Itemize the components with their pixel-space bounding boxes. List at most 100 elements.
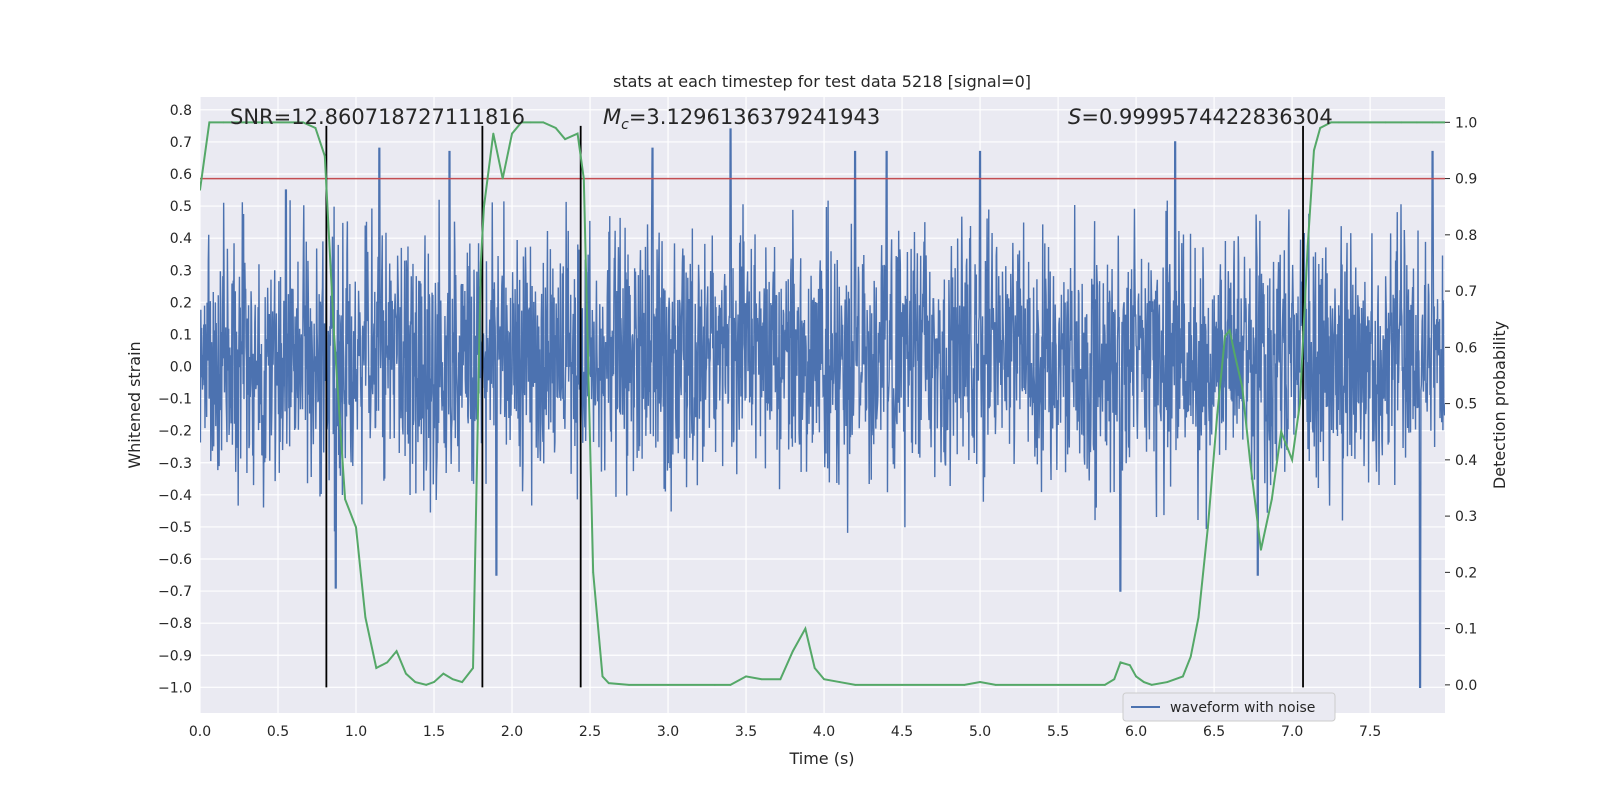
- probability-point: [375, 667, 378, 669]
- y-tick-label-left: −0.9: [158, 648, 192, 664]
- probability-point: [492, 132, 495, 135]
- probability-point: [1233, 352, 1236, 354]
- x-tick-label: 5.0: [969, 724, 991, 740]
- probability-point: [854, 683, 857, 686]
- probability-point: [791, 650, 794, 653]
- probability-point: [823, 678, 825, 681]
- y-tick-label-left: −0.1: [158, 392, 192, 408]
- probability-point: [1431, 121, 1434, 124]
- probability-point: [292, 121, 295, 124]
- probability-point: [479, 262, 482, 264]
- probability-point: [1189, 655, 1192, 658]
- probability-point: [1142, 681, 1145, 683]
- y-tick-label-left: 0.4: [170, 231, 192, 247]
- y-tick-label-right: 0.5: [1455, 397, 1477, 413]
- probability-point: [729, 683, 732, 686]
- probability-point: [760, 678, 763, 681]
- y-tick-label-left: 0.2: [170, 295, 192, 311]
- probability-point: [901, 683, 903, 686]
- probability-point: [1291, 458, 1294, 461]
- x-tick-label: 2.5: [579, 724, 601, 740]
- x-tick-label: 1.0: [345, 724, 367, 740]
- legend-box: [1122, 692, 1336, 722]
- probability-point: [1181, 675, 1184, 678]
- x-tick-label: 2.0: [501, 724, 523, 740]
- probability-point: [511, 132, 513, 135]
- y-tick-label-right: 0.0: [1455, 678, 1477, 694]
- waveform-series: [200, 128, 1445, 689]
- x-tick-label: 7.5: [1359, 724, 1381, 740]
- legend-label: waveform with noise: [1170, 700, 1315, 716]
- x-tick-label: 6.0: [1125, 724, 1147, 740]
- x-tick-label: 7.0: [1281, 724, 1303, 740]
- probability-point: [667, 683, 669, 686]
- probability-point: [779, 678, 782, 681]
- probability-point: [1216, 413, 1219, 416]
- s-symbol: S: [1068, 105, 1081, 129]
- probability-point: [713, 683, 716, 686]
- mc-value: =3.1296136379241943: [629, 105, 880, 129]
- y-tick-label-left: 0.6: [170, 167, 192, 183]
- mc-symbol: M: [603, 105, 621, 129]
- y-tick-label-left: −0.8: [158, 616, 192, 632]
- y-tick-label-right: 0.7: [1455, 284, 1477, 300]
- probability-point: [1103, 683, 1106, 686]
- probability-point: [405, 672, 407, 675]
- probability-point: [395, 650, 398, 653]
- probability-point: [1150, 683, 1153, 686]
- probability-point: [200, 188, 201, 191]
- y-axis-label-left: Whitened strain: [125, 341, 144, 468]
- probability-point: [269, 121, 272, 124]
- probability-point: [483, 205, 485, 208]
- probability-point: [1270, 498, 1273, 501]
- probability-point: [1113, 678, 1116, 681]
- probability-point: [1416, 121, 1418, 124]
- x-tick-label: 3.5: [735, 724, 757, 740]
- probability-point: [1119, 661, 1122, 664]
- probability-point: [1241, 385, 1244, 388]
- probability-point: [1228, 329, 1231, 332]
- probability-point: [433, 681, 435, 683]
- y-tick-label-left: −0.2: [158, 424, 192, 440]
- x-tick-label: 1.5: [423, 724, 445, 740]
- y-tick-label-right: 0.4: [1455, 453, 1477, 469]
- probability-point: [564, 138, 566, 141]
- y-tick-label-left: −0.6: [158, 552, 192, 568]
- probability-point: [364, 616, 367, 619]
- probability-point: [472, 667, 474, 669]
- probability-point: [838, 681, 841, 683]
- probability-point: [1128, 664, 1131, 667]
- y-tick-label-left: 0.3: [170, 263, 192, 279]
- probability-point: [1313, 149, 1315, 152]
- s-value: =0.9999574422836304: [1081, 105, 1332, 129]
- probability-point: [994, 683, 997, 686]
- probability-point: [963, 683, 966, 686]
- probability-point: [554, 127, 557, 129]
- y-tick-label-left: 0.0: [170, 360, 192, 376]
- probability-point: [245, 121, 248, 124]
- y-tick-label-left: 0.5: [170, 199, 192, 215]
- probability-point: [314, 127, 317, 129]
- x-tick-label: 4.0: [813, 724, 835, 740]
- probability-point: [1384, 121, 1387, 124]
- probability-point: [607, 682, 610, 685]
- chart-title: stats at each timestep for test data 521…: [613, 72, 1031, 91]
- score-annotation: S=0.9999574422836304: [1068, 105, 1333, 129]
- y-tick-label-right: 1.0: [1455, 115, 1477, 131]
- probability-point: [592, 571, 595, 574]
- probability-point: [804, 627, 807, 630]
- probability-point: [1260, 548, 1262, 551]
- probability-point: [628, 683, 630, 686]
- probability-point: [1206, 526, 1209, 529]
- probability-point: [1319, 127, 1322, 129]
- x-tick-label: 6.5: [1203, 724, 1225, 740]
- probability-point: [344, 498, 346, 501]
- probability-point: [208, 121, 211, 124]
- snr-annotation: SNR=12.860718727111816: [230, 105, 525, 129]
- probability-point: [1280, 430, 1283, 433]
- probability-point: [576, 132, 579, 135]
- probability-point: [461, 681, 464, 683]
- probability-point: [501, 177, 504, 180]
- x-tick-label: 5.5: [1047, 724, 1069, 740]
